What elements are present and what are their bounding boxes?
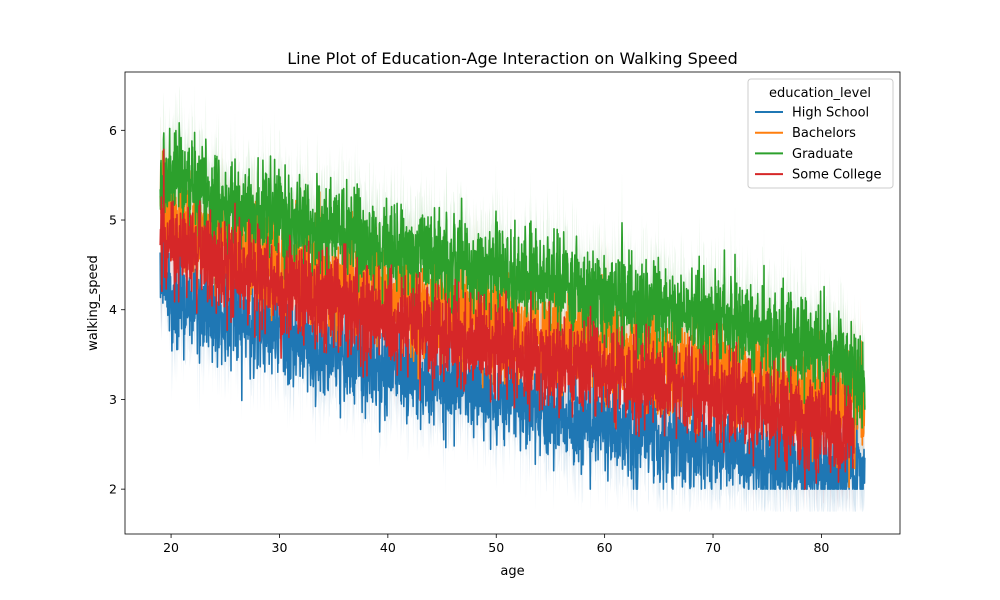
y-tick-label: 4 — [109, 302, 117, 317]
legend-label: Graduate — [792, 147, 853, 162]
series-lines — [159, 122, 866, 490]
x-axis-label: age — [500, 564, 524, 579]
legend-title: education_level — [769, 86, 871, 101]
legend: education_level High School Bachelors Grad… — [747, 78, 894, 189]
x-tick-label: 30 — [272, 540, 288, 555]
y-axis-ticks: 2 3 4 5 6 — [109, 123, 125, 497]
legend-label: High School — [792, 106, 869, 121]
plot-area-frame — [124, 71, 901, 535]
y-axis-label: walking_speed — [86, 255, 101, 351]
x-tick-label: 70 — [705, 540, 721, 555]
series-line-high-school — [159, 232, 866, 490]
series-line-some-college — [159, 148, 855, 490]
legend-label: Some College — [792, 168, 882, 183]
legend-box — [747, 78, 894, 189]
x-tick-label: 50 — [488, 540, 504, 555]
x-tick-label: 80 — [813, 540, 829, 555]
chart-title: Line Plot of Education-Age Interaction o… — [287, 49, 738, 68]
y-tick-label: 5 — [109, 213, 117, 228]
x-tick-label: 60 — [597, 540, 613, 555]
y-tick-label: 3 — [109, 392, 117, 407]
y-tick-label: 6 — [109, 123, 117, 138]
series-line-graduate — [159, 122, 866, 429]
y-tick-label: 2 — [109, 482, 117, 497]
legend-label: Bachelors — [792, 126, 856, 141]
x-tick-label: 40 — [380, 540, 396, 555]
x-tick-label: 20 — [163, 540, 179, 555]
x-axis-ticks: 20 30 40 50 60 70 80 — [163, 534, 829, 555]
